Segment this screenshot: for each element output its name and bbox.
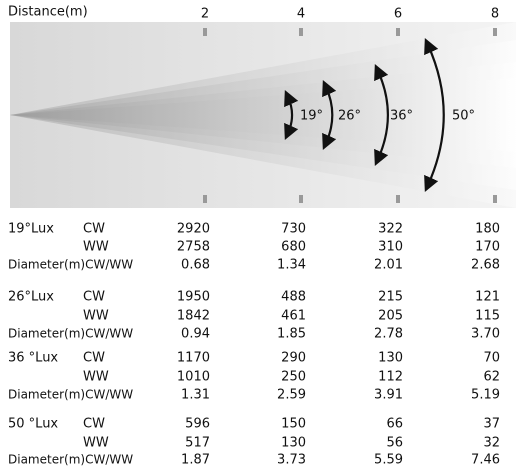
cell-value: 2.59 [277,388,306,403]
angle-arc [284,89,299,141]
group-label: 36 °Lux [8,351,58,366]
cell-value: 2.78 [374,327,403,342]
angle-arc [374,63,389,167]
cell-value: 680 [281,240,306,255]
cell-value: 115 [475,309,500,324]
cell-value: 1.34 [277,258,306,273]
cell-value: 66 [386,417,403,432]
row-label: Diameter(m)CW/WW [8,388,133,402]
distance-tick-label: 6 [394,7,402,22]
tick [203,195,207,203]
cell-value: 3.70 [471,327,500,342]
cell-value: 180 [475,222,500,237]
row-label: Diameter(m)CW/WW [8,258,133,272]
cell-value: 1.85 [277,327,306,342]
cell-value: 37 [483,417,500,432]
row-label: Diameter(m)CW/WW [8,453,133,467]
cell-value: 7.46 [471,453,500,468]
cell-value: 1.31 [181,388,210,403]
cell-value: 0.94 [181,327,210,342]
cell-value: 112 [378,370,403,385]
cell-value: 2758 [177,240,210,255]
beam-19 [10,78,516,152]
distance-label: Distance(m) [8,5,88,20]
cell-value: 70 [483,351,500,366]
cell-value: 517 [185,436,210,451]
cell-value: 215 [378,290,403,305]
cell-value: 1.87 [181,453,210,468]
cell-value: 322 [378,222,403,237]
cell-value: 32 [483,436,500,451]
cell-value: 2.01 [374,258,403,273]
tick [299,195,303,203]
angle-arc [322,79,337,151]
row-label: Diameter(m)CW/WW [8,327,133,341]
cell-value: 461 [281,309,306,324]
cell-value: 5.19 [471,388,500,403]
row-label: WW [83,436,109,451]
tick [299,28,303,36]
cell-value: 1842 [177,309,210,324]
group-label: 50 °Lux [8,417,58,432]
angle-label: 26° [338,109,361,124]
row-label: CW [83,222,105,237]
cell-value: 150 [281,417,306,432]
tick [493,195,497,203]
cell-value: 730 [281,222,306,237]
tick [396,195,400,203]
cell-value: 0.68 [181,258,210,273]
angle-label: 36° [390,109,413,124]
cell-value: 1170 [177,351,210,366]
angle-arc [424,37,445,193]
tick [493,28,497,36]
cell-value: 596 [185,417,210,432]
group-label: 19°Lux [8,222,54,237]
angle-label: 50° [452,109,475,124]
group-label: 26°Lux [8,290,54,305]
cell-value: 205 [378,309,403,324]
cell-value: 1950 [177,290,210,305]
cell-value: 62 [483,370,500,385]
cell-value: 3.73 [277,453,306,468]
cell-value: 1010 [177,370,210,385]
cell-value: 3.91 [374,388,403,403]
row-label: WW [83,240,109,255]
angle-label: 19° [300,109,323,124]
row-label: CW [83,290,105,305]
row-label: CW [83,417,105,432]
cell-value: 310 [378,240,403,255]
cell-value: 290 [281,351,306,366]
cell-value: 2.68 [471,258,500,273]
cell-value: 5.59 [374,453,403,468]
distance-tick-label: 4 [297,7,305,22]
cell-value: 250 [281,370,306,385]
distance-tick-label: 2 [201,7,209,22]
row-label: CW [83,351,105,366]
cell-value: 130 [378,351,403,366]
cell-value: 130 [281,436,306,451]
cell-value: 121 [475,290,500,305]
cell-value: 2920 [177,222,210,237]
cell-value: 56 [386,436,403,451]
cell-value: 488 [281,290,306,305]
tick [396,28,400,36]
row-label: WW [83,309,109,324]
cell-value: 170 [475,240,500,255]
distance-tick-label: 8 [491,7,499,22]
tick [203,28,207,36]
row-label: WW [83,370,109,385]
